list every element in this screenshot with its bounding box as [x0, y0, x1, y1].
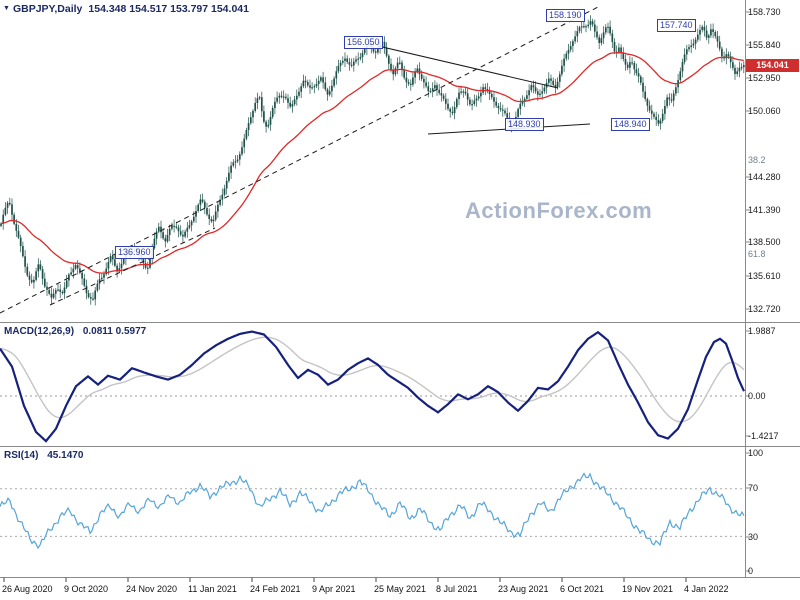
actionforex-watermark: ActionForex.com	[465, 198, 653, 223]
